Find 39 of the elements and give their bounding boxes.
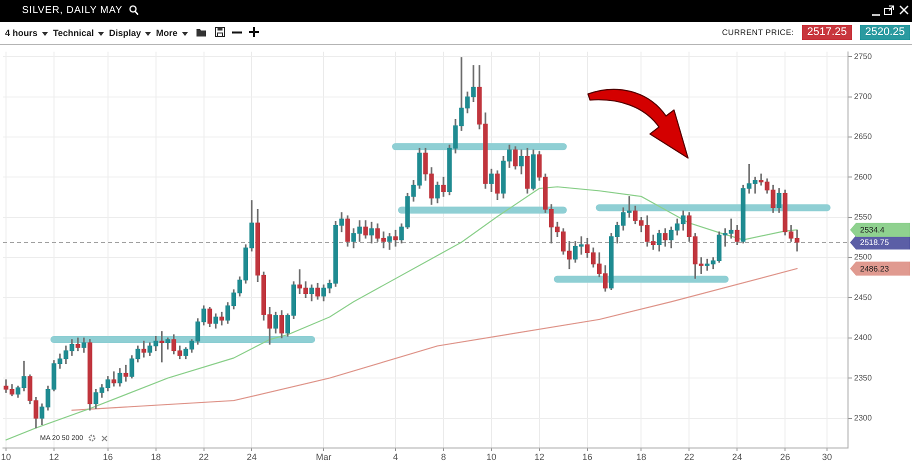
x-tick-label: 12 <box>48 452 59 462</box>
candlestick <box>393 230 398 247</box>
y-tick-label: 2500 <box>854 252 872 262</box>
y-tick-label: 2550 <box>854 212 872 222</box>
x-tick-label: 8 <box>440 452 446 462</box>
x-tick-label: Mar <box>316 452 332 462</box>
y-tick-label: 2700 <box>854 92 872 102</box>
x-tick-label: 22 <box>684 452 694 462</box>
x-tick-label: 22 <box>198 452 209 462</box>
x-tick-label: 16 <box>102 452 113 462</box>
text: Technical <box>53 28 95 38</box>
text: Display <box>109 28 142 38</box>
text: 2534.4 <box>860 226 886 235</box>
y-tick-label: 2600 <box>854 172 872 182</box>
y-tick-label: 2400 <box>854 333 872 342</box>
ref-line-label: 2518.75 <box>860 238 890 248</box>
text: CURRENT PRICE: <box>722 28 794 37</box>
x-tick-label: 26 <box>780 452 790 462</box>
x-tick-label: 24 <box>732 452 742 462</box>
text: 4 hours <box>5 28 39 38</box>
x-tick-label: 24 <box>246 452 257 462</box>
x-tick-label: 18 <box>636 452 646 462</box>
x-tick-label: 10 <box>486 452 496 462</box>
text: 2520.25 <box>860 25 910 40</box>
x-tick-label: 10 <box>1 452 12 462</box>
y-tick-label: 2650 <box>854 132 872 142</box>
y-tick-label: 2750 <box>854 52 872 61</box>
y-tick-label: 2450 <box>854 292 872 302</box>
text: More <box>156 28 179 38</box>
x-tick-label: 18 <box>150 452 161 462</box>
x-tick-label: 30 <box>822 452 832 462</box>
y-tick-label: 2300 <box>854 413 872 422</box>
text: 2517.25 <box>802 25 852 40</box>
x-tick-label: 12 <box>534 452 544 462</box>
y-tick-label: 2350 <box>854 373 872 382</box>
x-tick-label: 4 <box>393 452 398 462</box>
x-tick-label: 16 <box>582 452 592 462</box>
chart-title: SILVER, DAILY MAY <box>22 5 123 16</box>
text: 2486.23 <box>860 264 890 274</box>
